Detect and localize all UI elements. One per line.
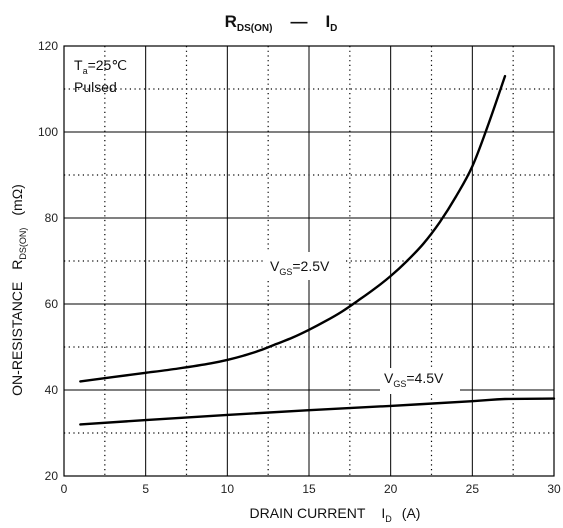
y-axis-label-unit: (mΩ) xyxy=(9,184,25,215)
series-label-vgs-4.5: VGS=4.5V xyxy=(384,370,444,389)
title-main: R xyxy=(225,12,237,31)
y-tick-label-20: 20 xyxy=(45,469,59,483)
x-tick-label-15: 15 xyxy=(302,482,316,496)
y-axis-label-var: R xyxy=(9,260,25,270)
y-tick-label-100: 100 xyxy=(38,125,58,139)
x-tick-label-25: 25 xyxy=(466,482,480,496)
condition-t-value: =25℃ xyxy=(88,57,127,73)
condition-t-main: T xyxy=(74,57,83,73)
y-axis-label: ON-RESISTANCE RDS(ON) (mΩ) xyxy=(9,184,28,396)
plot-frame xyxy=(63,45,555,477)
series-1-name-main: V xyxy=(270,258,280,274)
x-axis-label-var: I xyxy=(381,505,385,521)
series-label-vgs-2.5: VGS=2.5V xyxy=(270,258,330,277)
title-right-main: I xyxy=(325,12,330,31)
x-tick-label-30: 30 xyxy=(547,482,561,496)
x-tick-label-0: 0 xyxy=(61,482,68,496)
series-label-bg-2 xyxy=(380,368,460,394)
title-sub: DS(ON) xyxy=(237,23,273,34)
condition-t-sub: a xyxy=(83,66,88,76)
x-tick-label-10: 10 xyxy=(221,482,235,496)
series-label-bg-1 xyxy=(266,252,346,280)
y-tick-label-120: 120 xyxy=(38,39,58,53)
y-axis-label-sub: DS(ON) xyxy=(18,228,28,260)
series-1-name-value: =2.5V xyxy=(292,258,330,274)
condition-mode: Pulsed xyxy=(74,79,117,95)
series-line-1 xyxy=(79,74,507,383)
series-line-2 xyxy=(79,397,556,426)
chart-title: RDS(ON) — ID xyxy=(225,12,338,34)
x-axis-label-sub: D xyxy=(385,514,392,524)
y-tick-label-80: 80 xyxy=(45,211,59,225)
series xyxy=(79,74,556,426)
series-1-name-sub: GS xyxy=(279,267,292,277)
y-tick-label-40: 40 xyxy=(45,383,59,397)
x-axis-label-main: DRAIN CURRENT xyxy=(250,505,366,521)
y-axis-label-main: ON-RESISTANCE xyxy=(9,282,25,396)
series-2-name-main: V xyxy=(384,370,394,386)
x-tick-label-20: 20 xyxy=(384,482,398,496)
series-2-name-sub: GS xyxy=(393,379,406,389)
series-2-name-value: =4.5V xyxy=(406,370,444,386)
condition-temperature: Ta=25℃ xyxy=(74,57,127,76)
x-axis-label-unit: (A) xyxy=(402,505,421,521)
title-right-sub: D xyxy=(330,23,337,34)
y-tick-label-60: 60 xyxy=(45,297,59,311)
ticks: 0 5 10 15 20 25 30 20 40 60 80 100 120 xyxy=(38,39,561,496)
x-tick-label-5: 5 xyxy=(142,482,149,496)
x-axis-label: DRAIN CURRENT ID (A) xyxy=(250,505,421,524)
title-separator: — xyxy=(290,12,307,31)
